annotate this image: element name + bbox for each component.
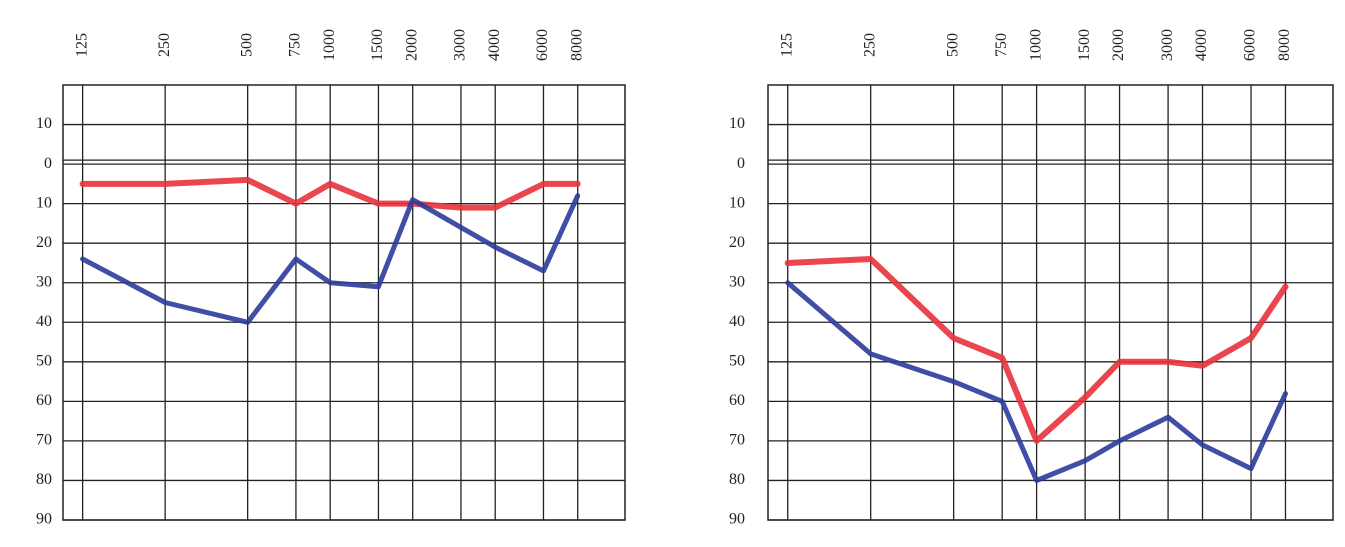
y-tick-label: 80 (36, 471, 52, 488)
y-tick-label: 30 (36, 273, 52, 290)
x-tick-label: 3000 (452, 29, 469, 61)
y-tick-label: 40 (729, 313, 745, 330)
x-tick-label: 4000 (1193, 29, 1210, 61)
x-tick-label: 500 (238, 33, 255, 57)
x-tick-label: 250 (156, 33, 173, 57)
series-line (80, 193, 581, 325)
x-tick-label: 750 (993, 33, 1010, 57)
y-tick-label: 80 (729, 471, 745, 488)
y-tick-label: 70 (729, 432, 745, 449)
plot-frame (767, 84, 1334, 521)
y-tick-label: 0 (44, 155, 52, 172)
x-tick-label: 1000 (1027, 29, 1044, 61)
x-tick-label: 750 (287, 33, 304, 57)
y-tick-label: 20 (36, 234, 52, 251)
y-tick-label: 10 (36, 115, 52, 132)
x-tick-label: 250 (861, 33, 878, 57)
x-tick-label: 1500 (1076, 29, 1093, 61)
x-tick-label: 500 (944, 33, 961, 57)
series-line (784, 256, 1289, 444)
y-tick-label: 10 (729, 115, 745, 132)
x-tick-label: 1500 (369, 29, 386, 61)
x-tick-label: 2000 (403, 29, 420, 61)
x-tick-label: 6000 (534, 29, 551, 61)
x-tick-label: 6000 (1242, 29, 1259, 61)
series-line (79, 176, 581, 211)
y-tick-label: 90 (36, 511, 52, 528)
plot-frame (62, 84, 626, 521)
x-tick-label: 4000 (486, 29, 503, 61)
x-tick-label: 2000 (1110, 29, 1127, 61)
y-tick-label: 50 (36, 352, 52, 369)
series-line (785, 280, 1288, 483)
y-tick-label: 50 (729, 352, 745, 369)
y-tick-label: 60 (729, 392, 745, 409)
x-tick-label: 125 (778, 33, 795, 57)
x-tick-label: 1000 (321, 29, 338, 61)
x-tick-label: 3000 (1159, 29, 1176, 61)
y-tick-label: 0 (737, 155, 745, 172)
x-tick-label: 125 (73, 33, 90, 57)
y-tick-label: 30 (729, 273, 745, 290)
x-tick-label: 8000 (1276, 29, 1293, 61)
y-tick-label: 20 (729, 234, 745, 251)
y-tick-label: 70 (36, 432, 52, 449)
y-tick-label: 10 (36, 194, 52, 211)
y-tick-label: 90 (729, 511, 745, 528)
x-tick-label: 8000 (568, 29, 585, 61)
y-tick-label: 40 (36, 313, 52, 330)
y-tick-label: 60 (36, 392, 52, 409)
y-tick-label: 10 (729, 194, 745, 211)
